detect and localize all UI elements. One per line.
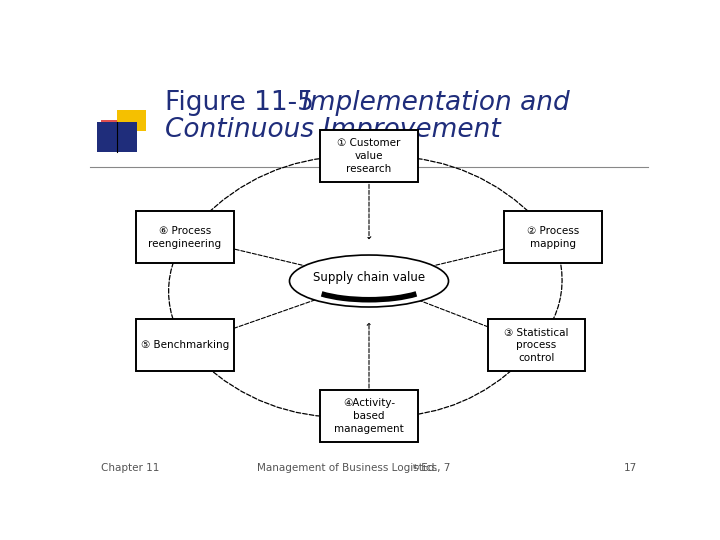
FancyBboxPatch shape [320,390,418,442]
Text: ⑤ Benchmarking: ⑤ Benchmarking [140,340,229,350]
Text: Chapter 11: Chapter 11 [101,463,160,473]
Text: ② Process
mapping: ② Process mapping [527,226,580,249]
FancyBboxPatch shape [487,320,585,372]
Text: Management of Business Logistics, 7: Management of Business Logistics, 7 [258,463,451,473]
Text: ① Customer
value
research: ① Customer value research [337,138,401,174]
FancyBboxPatch shape [504,211,602,264]
Text: Implementation and: Implementation and [302,90,570,116]
FancyBboxPatch shape [320,130,418,183]
Text: th: th [413,464,420,470]
Text: ④Activity-
based
management: ④Activity- based management [334,399,404,434]
FancyBboxPatch shape [136,320,234,372]
Text: Ed.: Ed. [418,463,438,473]
Text: ⑥ Process
reengineering: ⑥ Process reengineering [148,226,222,249]
FancyBboxPatch shape [97,122,138,152]
Text: ③ Statistical
process
control: ③ Statistical process control [504,328,569,363]
FancyBboxPatch shape [136,211,234,264]
FancyBboxPatch shape [117,110,145,131]
Text: 17: 17 [624,463,637,473]
Text: Supply chain value: Supply chain value [313,271,425,284]
Text: Continuous Improvement: Continuous Improvement [166,117,501,143]
Text: Figure 11-5: Figure 11-5 [166,90,323,116]
FancyBboxPatch shape [101,120,130,141]
Ellipse shape [289,255,449,307]
